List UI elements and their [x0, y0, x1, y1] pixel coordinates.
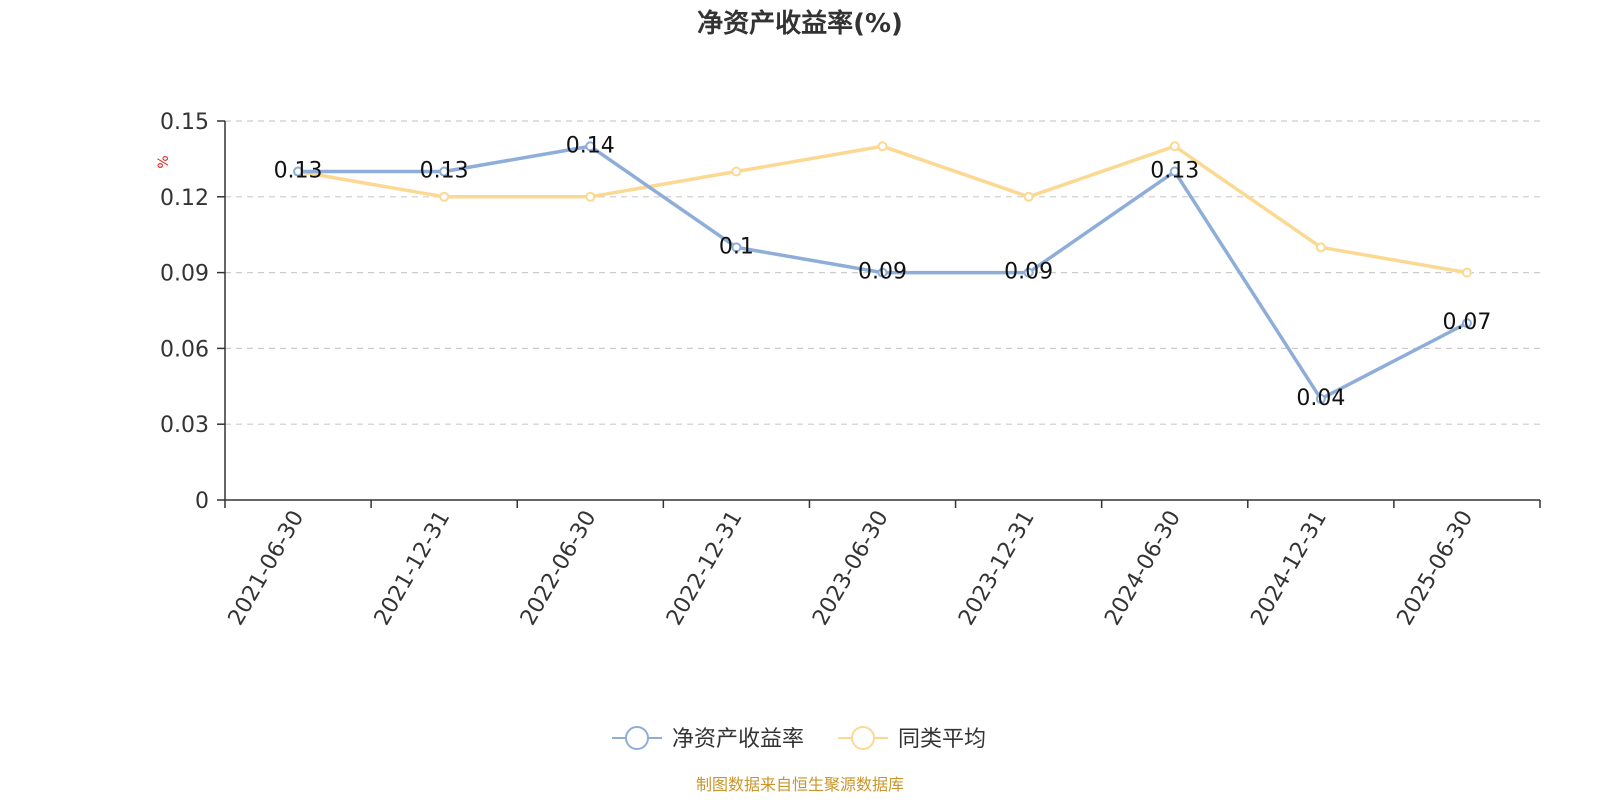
data-label: 0.04	[1296, 386, 1345, 411]
data-label: 0.1	[719, 234, 754, 259]
data-point	[1169, 141, 1180, 152]
data-point	[731, 242, 742, 253]
y-tick-label: 0.03	[160, 413, 209, 438]
source-note: 制图数据来自恒生聚源数据库	[696, 775, 904, 794]
data-label: 0.09	[858, 260, 907, 285]
data-labels: 0.13 0.13 0.14 0.1 0.09 0.09 0.13 0.04 0.07	[274, 133, 1492, 411]
y-tick-label: 0.09	[160, 262, 209, 287]
data-label: 0.13	[274, 159, 323, 184]
data-point	[1023, 191, 1034, 202]
y-tick-label: 0	[195, 489, 209, 514]
series-lines	[293, 141, 1472, 404]
x-tick-label: 2021-06-30	[224, 507, 310, 630]
data-label: 0.14	[566, 133, 615, 158]
data-point	[439, 191, 450, 202]
x-tick-label: 2023-06-30	[808, 507, 894, 630]
data-point	[1315, 242, 1326, 253]
legend-marker	[625, 726, 649, 750]
y-axis-unit: %	[156, 155, 172, 168]
x-tick-label: 2022-06-30	[516, 507, 602, 630]
x-axis: 2021-06-30 2021-12-31 2022-06-30 2022-12-31…	[224, 499, 1541, 630]
y-tick-label: 0.06	[160, 337, 209, 362]
data-point	[1023, 267, 1034, 278]
x-tick-label: 2024-06-30	[1100, 507, 1186, 630]
data-point	[731, 166, 742, 177]
legend-label: 净资产收益率	[672, 727, 804, 752]
data-point	[877, 267, 888, 278]
data-point	[585, 191, 596, 202]
legend-marker	[851, 726, 875, 750]
data-label: 0.09	[1004, 260, 1053, 285]
y-tick-label: 0.15	[160, 110, 209, 135]
x-tick-label: 2021-12-31	[370, 507, 456, 630]
data-point	[877, 141, 888, 152]
data-point	[439, 166, 450, 177]
y-tick-label: 0.12	[160, 186, 209, 211]
x-tick-label: 2025-06-30	[1393, 507, 1479, 630]
chart-title: 净资产收益率(%)	[697, 8, 903, 39]
data-point	[1169, 166, 1180, 177]
data-point	[1315, 393, 1326, 404]
data-label: 0.13	[420, 159, 469, 184]
data-point	[1461, 267, 1472, 278]
x-tick-label: 2022-12-31	[662, 507, 748, 630]
legend: 净资产收益率 同类平均	[612, 726, 986, 752]
legend-label: 同类平均	[898, 727, 986, 752]
x-tick-label: 2023-12-31	[954, 507, 1040, 630]
y-axis: 0 0.03 0.06 0.09 0.12 0.15	[160, 110, 226, 514]
data-point	[293, 166, 304, 177]
data-label: 0.13	[1150, 159, 1199, 184]
data-point	[585, 141, 596, 152]
data-label: 0.07	[1442, 310, 1491, 335]
data-point	[1461, 318, 1472, 329]
x-tick-label: 2024-12-31	[1246, 507, 1332, 630]
